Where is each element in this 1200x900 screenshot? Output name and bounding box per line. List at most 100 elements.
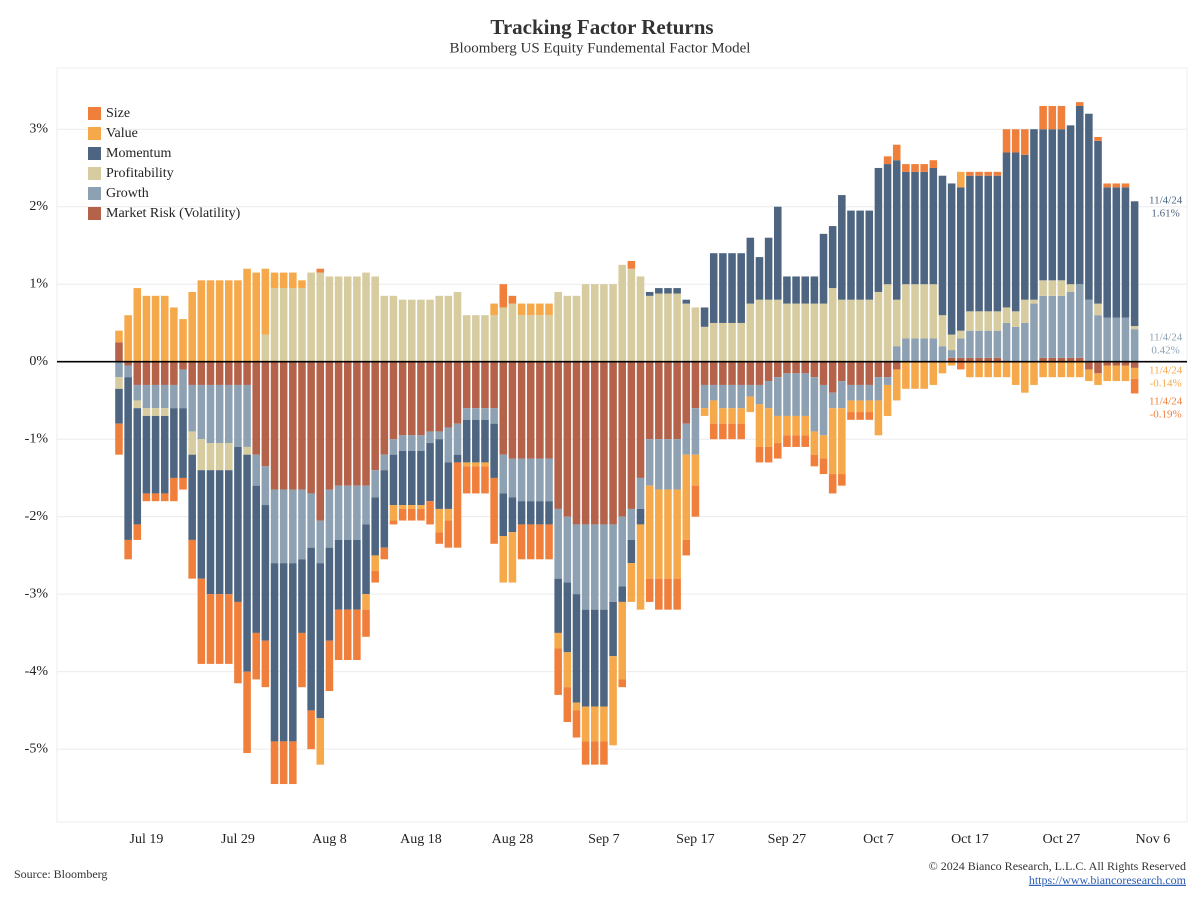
bar-segment (792, 303, 800, 362)
bar-segment (774, 361, 782, 378)
bar-segment (774, 415, 782, 444)
x-tick-label: Aug 18 (400, 832, 442, 847)
bar-segment (920, 171, 928, 285)
bar-segment (737, 322, 745, 362)
bar-segment (1002, 307, 1011, 323)
bar-segment (490, 423, 498, 478)
bar-segment (1030, 303, 1038, 362)
bar-segment (371, 497, 379, 556)
bar-segment (316, 520, 325, 564)
bar-segment (526, 524, 535, 560)
bar-segment (197, 439, 206, 471)
bar-segment (545, 361, 553, 459)
bar-segment (655, 293, 663, 362)
bar-segment (1057, 105, 1066, 130)
bar-segment (563, 516, 572, 583)
bar-segment (728, 423, 736, 440)
bar-segment (966, 311, 974, 331)
bar-segment (673, 439, 681, 490)
bar-segment (472, 466, 480, 494)
bar-segment (115, 342, 123, 362)
bar-segment (426, 361, 434, 432)
bar-segment (225, 280, 233, 362)
bar-segment (343, 609, 352, 661)
bar-segment (417, 435, 425, 451)
bar-segment (160, 493, 169, 502)
bar-segment (609, 601, 617, 657)
bar-segment (325, 547, 334, 641)
bar-segment (398, 508, 407, 521)
bar-segment (151, 493, 160, 502)
bar-segment (783, 361, 791, 374)
bar-segment (947, 350, 956, 358)
legend-swatch (88, 107, 101, 120)
bar-segment (389, 439, 398, 455)
bar-segment (792, 276, 800, 304)
bar-segment (1021, 154, 1029, 300)
bar-segment (691, 485, 700, 517)
bar-segment (243, 446, 251, 455)
bar-segment (536, 361, 544, 459)
bar-segment (581, 609, 590, 707)
bar-segment (966, 171, 974, 176)
bar-segment (764, 299, 773, 362)
bar-segment (225, 443, 233, 471)
annotation-value: -0.19% (1150, 409, 1182, 421)
bar-segment (966, 361, 974, 378)
bar-segment (1039, 361, 1047, 378)
bar-segment (618, 264, 626, 362)
bar-segment (636, 477, 645, 509)
bar-segment (627, 260, 636, 269)
bar-segment (298, 280, 306, 289)
bar-segment (270, 288, 279, 362)
bar-segment (517, 303, 526, 316)
bar-segment (151, 408, 160, 416)
bar-segment (838, 361, 846, 382)
bar-segment (307, 547, 315, 711)
bar-segment (1057, 295, 1066, 358)
bar-segment (481, 408, 489, 420)
bar-segment (298, 559, 306, 633)
bar-segment (1039, 295, 1047, 358)
bar-segment (490, 361, 498, 409)
bar-segment (1075, 105, 1084, 285)
bar-segment (572, 361, 581, 525)
bar-segment (993, 175, 1002, 312)
bar-segment (1085, 369, 1093, 382)
bar-segment (755, 361, 764, 385)
bar-segment (563, 295, 572, 362)
bar-segment (911, 171, 919, 285)
bar-segment (655, 578, 663, 610)
source: Source: Bloomberg (14, 867, 107, 881)
bar-segment (380, 361, 389, 455)
bar-segment (298, 361, 306, 490)
bar-segment (206, 470, 215, 595)
bar-segment (636, 508, 645, 525)
bar-segment (664, 489, 672, 579)
bar-segment (261, 361, 270, 467)
y-tick-label: -4% (25, 664, 49, 679)
bar-segment (179, 369, 187, 409)
url[interactable]: https://www.biancoresearch.com (1029, 873, 1187, 887)
bar-segment (984, 175, 992, 312)
bar-segment (911, 338, 919, 362)
legend-label: Profitability (106, 166, 174, 181)
bar-segment (499, 493, 508, 537)
bar-segment (398, 505, 407, 509)
bar-segment (563, 652, 572, 688)
bar-segment (993, 361, 1002, 378)
bar-segment (270, 361, 279, 490)
bar-segment (115, 330, 123, 343)
bar-segment (490, 303, 498, 316)
bar-segment (462, 361, 471, 409)
bar-segment (1030, 361, 1038, 385)
bar-segment (481, 315, 489, 362)
bar-segment (1057, 280, 1066, 296)
bar-segment (1094, 140, 1102, 304)
bar-segment (215, 470, 224, 595)
bar-segment (124, 365, 132, 378)
bar-segment (892, 160, 901, 300)
bar-segment (279, 563, 288, 742)
bar-segment (627, 361, 636, 509)
bar-segment (911, 361, 919, 389)
